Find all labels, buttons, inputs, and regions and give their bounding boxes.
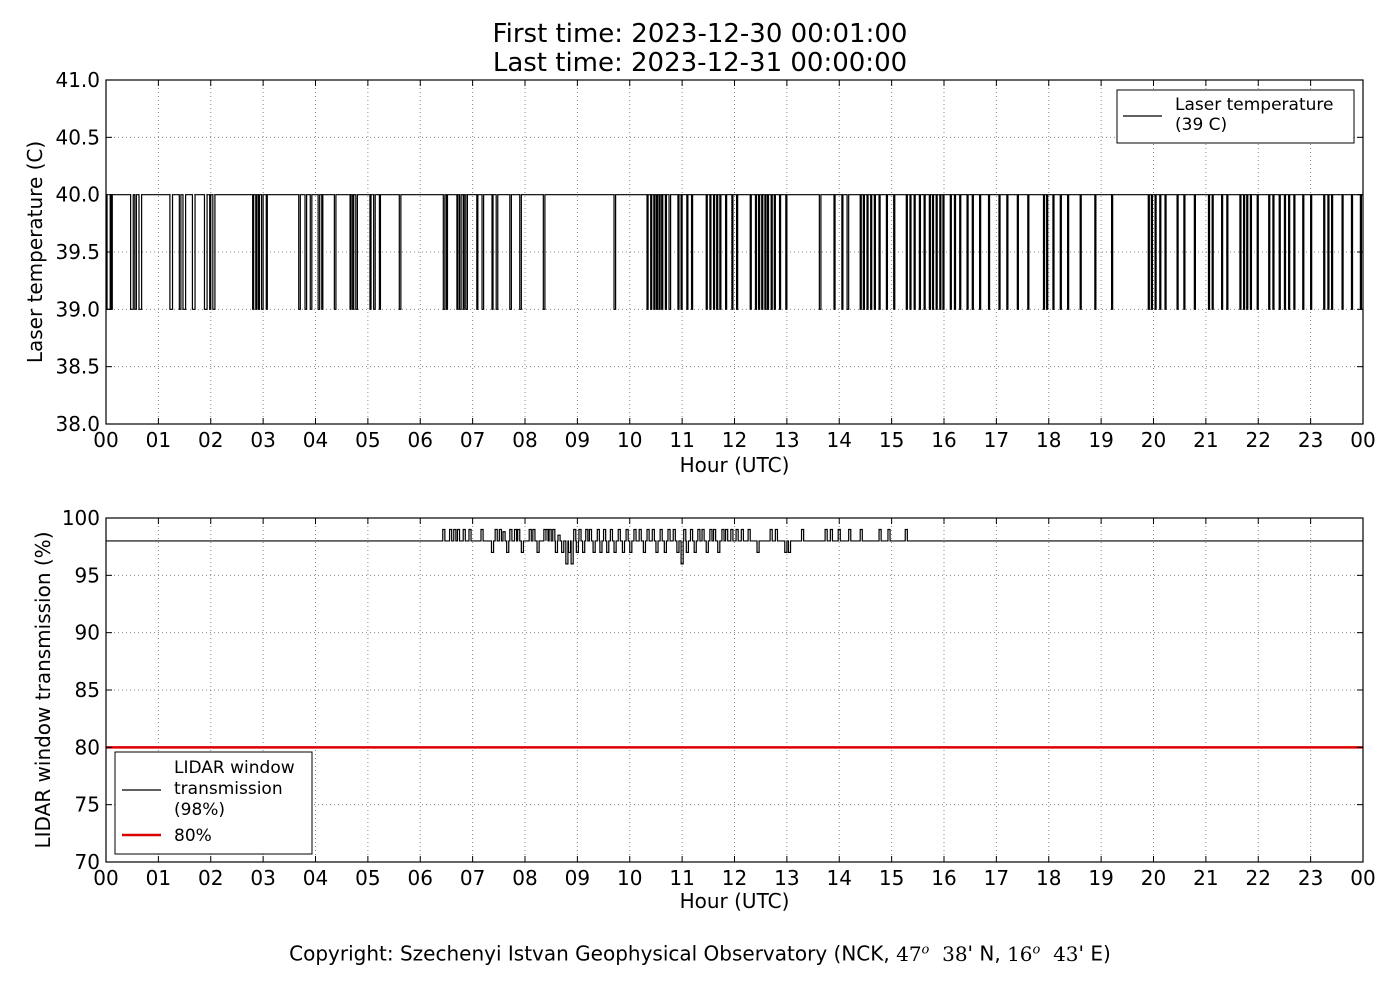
legend-label-lidar: (98%) bbox=[174, 800, 225, 820]
x-tick-label: 13 bbox=[774, 428, 799, 452]
copyright-prefix: Copyright: Szechenyi Istvan Geophysical … bbox=[289, 941, 897, 966]
x-tick-label: 00 bbox=[1350, 428, 1375, 452]
x-tick-label: 16 bbox=[931, 428, 956, 452]
chart-title-last-time: Last time: 2023-12-31 00:00:00 bbox=[492, 48, 908, 78]
x-tick-label: 04 bbox=[303, 428, 328, 452]
laser-temperature-series-line bbox=[106, 194, 1363, 310]
y-tick-label: 41.0 bbox=[55, 68, 100, 92]
lidar-transmission-series-line bbox=[105, 528, 1364, 565]
x-tick-label: 11 bbox=[669, 866, 694, 890]
x-tick-label: 20 bbox=[1141, 428, 1166, 452]
y-tick-label: 38.0 bbox=[55, 412, 100, 436]
x-tick-label: 03 bbox=[250, 428, 275, 452]
legend-label-threshold: 80% bbox=[174, 826, 212, 846]
chart-title-first-time: First time: 2023-12-30 00:01:00 bbox=[492, 19, 908, 49]
copyright-footer: Copyright: Szechenyi Istvan Geophysical … bbox=[0, 936, 1400, 968]
x-tick-label: 07 bbox=[460, 428, 485, 452]
x-tick-label: 13 bbox=[774, 866, 799, 890]
x-tick-label: 20 bbox=[1141, 866, 1166, 890]
x-tick-label: 00 bbox=[1350, 866, 1375, 890]
x-tick-label: 22 bbox=[1246, 866, 1271, 890]
x-tick-label: 00 bbox=[93, 866, 118, 890]
x-tick-label: 09 bbox=[565, 428, 590, 452]
x-tick-label: 02 bbox=[198, 428, 223, 452]
x-tick-label: 05 bbox=[355, 866, 380, 890]
x-tick-label: 04 bbox=[303, 866, 328, 890]
x-tick-label: 09 bbox=[565, 866, 590, 890]
x-tick-label: 17 bbox=[984, 866, 1009, 890]
x-tick-label: 12 bbox=[722, 428, 747, 452]
legend: Laser temperature(39 C) bbox=[1116, 89, 1355, 144]
legend-label-lidar: transmission bbox=[174, 779, 283, 799]
x-tick-label: 18 bbox=[1036, 866, 1061, 890]
latitude-hemisphere: ' N, bbox=[967, 941, 1008, 966]
y-tick-label: 39.0 bbox=[55, 297, 100, 321]
longitude-degrees: 16o 43 bbox=[1007, 941, 1079, 966]
x-axis-label: Hour (UTC) bbox=[680, 889, 790, 913]
x-tick-label: 16 bbox=[931, 866, 956, 890]
legend-label-laser: (39 C) bbox=[1175, 115, 1227, 135]
y-tick-label: 38.5 bbox=[55, 355, 100, 379]
y-tick-label: 95 bbox=[75, 563, 100, 587]
x-tick-label: 06 bbox=[408, 428, 433, 452]
legend-label-lidar: LIDAR window bbox=[174, 758, 295, 778]
x-tick-label: 08 bbox=[512, 866, 537, 890]
x-tick-label: 08 bbox=[512, 428, 537, 452]
y-tick-label: 40.0 bbox=[55, 183, 100, 207]
y-tick-label: 90 bbox=[75, 621, 100, 645]
x-tick-label: 15 bbox=[879, 866, 904, 890]
y-tick-label: 80 bbox=[75, 735, 100, 759]
x-tick-label: 10 bbox=[617, 866, 642, 890]
x-tick-label: 01 bbox=[146, 866, 171, 890]
x-tick-label: 23 bbox=[1298, 428, 1323, 452]
x-tick-label: 14 bbox=[827, 428, 852, 452]
x-tick-label: 01 bbox=[146, 428, 171, 452]
y-tick-label: 75 bbox=[75, 793, 100, 817]
y-axis-label: Laser temperature (C) bbox=[23, 141, 47, 363]
x-tick-label: 00 bbox=[93, 428, 118, 452]
x-tick-label: 12 bbox=[722, 866, 747, 890]
x-tick-label: 06 bbox=[408, 866, 433, 890]
x-tick-label: 22 bbox=[1246, 428, 1271, 452]
y-tick-label: 85 bbox=[75, 678, 100, 702]
x-tick-label: 17 bbox=[984, 428, 1009, 452]
x-tick-label: 02 bbox=[198, 866, 223, 890]
x-tick-label: 19 bbox=[1088, 866, 1113, 890]
x-tick-label: 15 bbox=[879, 428, 904, 452]
x-tick-label: 19 bbox=[1088, 428, 1113, 452]
x-tick-label: 03 bbox=[250, 866, 275, 890]
x-tick-label: 05 bbox=[355, 428, 380, 452]
x-tick-label: 10 bbox=[617, 428, 642, 452]
longitude-hemisphere: ' E) bbox=[1078, 941, 1111, 966]
y-tick-label: 39.5 bbox=[55, 240, 100, 264]
x-tick-label: 14 bbox=[827, 866, 852, 890]
x-tick-label: 23 bbox=[1298, 866, 1323, 890]
legend-box bbox=[114, 751, 313, 855]
y-axis-label: LIDAR window transmission (%) bbox=[31, 532, 55, 849]
chart-panel-2: 00 01 02 03 04 05 06 07 08 09 10 11 12 13 14 15 16 17 18 19… bbox=[31, 506, 1376, 913]
x-tick-label: 21 bbox=[1193, 866, 1218, 890]
chart-panel-1: 00 01 02 03 04 05 06 07 08 09 10 11 12 13 14 15 16 17 18 19… bbox=[23, 68, 1376, 477]
x-axis-label: Hour (UTC) bbox=[680, 453, 790, 477]
latitude-degrees: 47o 38 bbox=[896, 941, 968, 966]
x-tick-label: 18 bbox=[1036, 428, 1061, 452]
x-tick-label: 21 bbox=[1193, 428, 1218, 452]
y-tick-label: 70 bbox=[75, 850, 100, 874]
legend-label-laser: Laser temperature bbox=[1175, 95, 1333, 115]
x-tick-label: 07 bbox=[460, 866, 485, 890]
y-tick-label: 100 bbox=[62, 506, 100, 530]
y-tick-label: 40.5 bbox=[55, 125, 100, 149]
x-tick-label: 11 bbox=[669, 428, 694, 452]
